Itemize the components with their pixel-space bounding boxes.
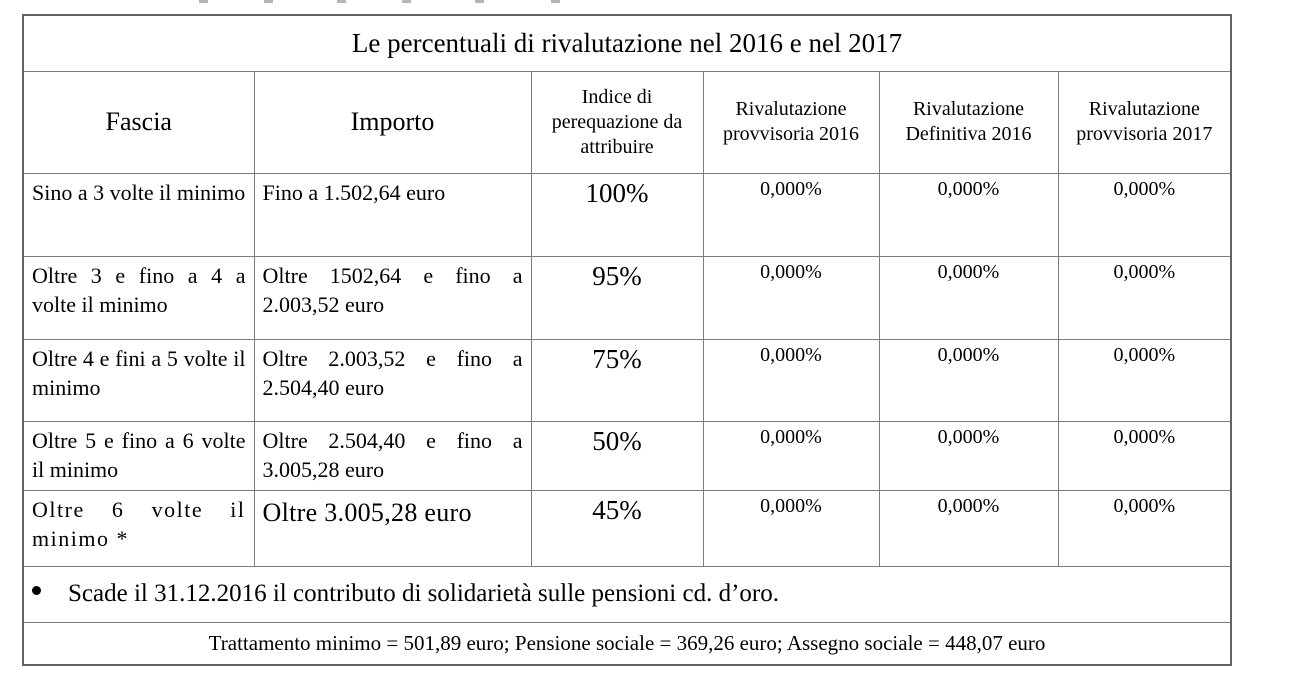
- clipped-text-fragment: [199, 0, 208, 3]
- cell-fascia: Oltre 3 e fino a 4 a volte il minimo: [22, 255, 255, 340]
- table-row: Oltre 4 e fini a 5 volte il minimo Oltre…: [22, 338, 1232, 422]
- clipped-text-fragment: [264, 0, 273, 3]
- note-text: Scade il 31.12.2016 il contributo di sol…: [68, 580, 779, 607]
- cell-riv-provvisoria-2017: 0,000%: [1057, 420, 1232, 491]
- table-row: Sino a 3 volte il minimo Fino a 1.502,64…: [22, 172, 1232, 257]
- cell-riv-provvisoria-2017: 0,000%: [1057, 255, 1232, 340]
- table-header-row: Fascia Importo Indice di perequazione da…: [22, 70, 1232, 174]
- cell-riv-provvisoria-2016: 0,000%: [702, 172, 880, 257]
- cell-importo: Oltre 2.003,52 e fino a 2.504,40 euro: [253, 338, 532, 422]
- clipped-text-fragment: [402, 0, 411, 3]
- table-row: Oltre 3 e fino a 4 a volte il minimo Olt…: [22, 255, 1232, 340]
- column-header-fascia: Fascia: [22, 70, 255, 174]
- cell-riv-definitiva-2016: 0,000%: [878, 489, 1059, 567]
- footer-text: Trattamento minimo = 501,89 euro; Pensio…: [22, 621, 1232, 666]
- bullet-icon: [32, 586, 41, 595]
- cell-riv-definitiva-2016: 0,000%: [878, 338, 1059, 422]
- cell-fascia: Sino a 3 volte il minimo: [22, 172, 255, 257]
- cell-riv-provvisoria-2017: 0,000%: [1057, 172, 1232, 257]
- cell-indice-perequazione: 100%: [530, 172, 704, 257]
- rivalutazione-table: Le percentuali di rivalutazione nel 2016…: [22, 14, 1233, 666]
- note-row: Scade il 31.12.2016 il contributo di sol…: [22, 565, 1232, 623]
- cell-indice-perequazione: 50%: [530, 420, 704, 491]
- cell-riv-definitiva-2016: 0,000%: [878, 172, 1059, 257]
- table-row: Oltre 5 e fino a 6 volte il minimo Oltre…: [22, 420, 1232, 491]
- cell-importo: Oltre 1502,64 e fino a 2.003,52 euro: [253, 255, 532, 340]
- cell-riv-provvisoria-2016: 0,000%: [702, 489, 880, 567]
- column-header-indice-perequazione: Indice di perequazione da attribuire: [530, 70, 704, 174]
- clipped-text-fragment: [337, 0, 346, 3]
- cell-indice-perequazione: 45%: [530, 489, 704, 567]
- cell-riv-definitiva-2016: 0,000%: [878, 420, 1059, 491]
- table-row: Oltre 6 volte il minimo * Oltre 3.005,28…: [22, 489, 1232, 567]
- cell-indice-perequazione: 75%: [530, 338, 704, 422]
- footer-row: Trattamento minimo = 501,89 euro; Pensio…: [22, 621, 1232, 666]
- cell-importo: Oltre 2.504,40 e fino a 3.005,28 euro: [253, 420, 532, 491]
- cell-riv-provvisoria-2016: 0,000%: [702, 338, 880, 422]
- column-header-importo: Importo: [253, 70, 532, 174]
- cell-fascia: Oltre 5 e fino a 6 volte il minimo: [22, 420, 255, 491]
- cell-riv-provvisoria-2017: 0,000%: [1057, 338, 1232, 422]
- clipped-text-fragment: [475, 0, 484, 3]
- column-header-riv-definitiva-2016: Rivalutazione Definitiva 2016: [878, 70, 1059, 174]
- cell-riv-provvisoria-2016: 0,000%: [702, 420, 880, 491]
- cell-indice-perequazione: 95%: [530, 255, 704, 340]
- cell-fascia: Oltre 6 volte il minimo *: [22, 489, 255, 567]
- clipped-text-fragment: [551, 0, 560, 3]
- cell-importo: Fino a 1.502,64 euro: [253, 172, 532, 257]
- column-header-riv-provvisoria-2016: Rivalutazione provvisoria 2016: [702, 70, 880, 174]
- cell-importo: Oltre 3.005,28 euro: [253, 489, 532, 567]
- column-header-riv-provvisoria-2017: Rivalutazione provvisoria 2017: [1057, 70, 1232, 174]
- note-cell: Scade il 31.12.2016 il contributo di sol…: [22, 565, 1232, 623]
- cell-riv-definitiva-2016: 0,000%: [878, 255, 1059, 340]
- cell-riv-provvisoria-2017: 0,000%: [1057, 489, 1232, 567]
- table-title-row: Le percentuali di rivalutazione nel 2016…: [22, 14, 1232, 72]
- cell-fascia: Oltre 4 e fini a 5 volte il minimo: [22, 338, 255, 422]
- table-title: Le percentuali di rivalutazione nel 2016…: [22, 14, 1232, 72]
- cell-riv-provvisoria-2016: 0,000%: [702, 255, 880, 340]
